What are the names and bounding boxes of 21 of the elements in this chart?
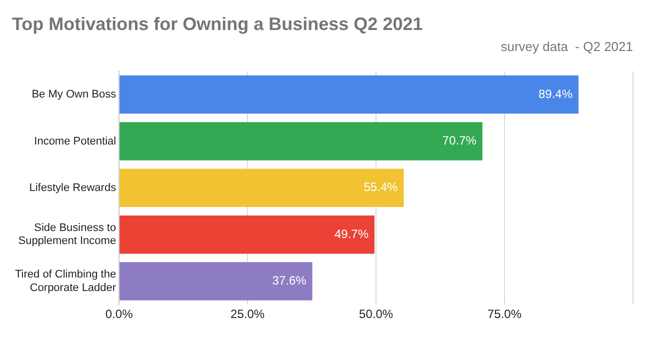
x-tick-label: 25.0% (230, 307, 265, 322)
data-label: 55.4% (364, 180, 398, 194)
bar (120, 215, 374, 254)
x-tick-label: 75.0% (488, 307, 522, 322)
y-tick-label: Side Business to Supplement Income (18, 222, 116, 248)
data-label: 49.7% (334, 226, 369, 241)
x-tick-label: 50.0% (359, 307, 394, 322)
bar (120, 262, 312, 300)
chart-subtitle: survey data - Q2 2021 (500, 38, 633, 54)
x-tick-label: 0.0% (105, 307, 134, 322)
y-tick-label: Income Potential (34, 135, 116, 148)
bar (120, 75, 579, 114)
bar (120, 168, 404, 208)
y-tick-label: Lifestyle Rewards (29, 182, 117, 194)
y-tick-label: Be My Own Boss (32, 88, 117, 101)
y-tick-label: Tired of Climbing the Corporate Ladder (14, 268, 116, 294)
data-label: 37.6% (272, 274, 307, 288)
data-label: 89.4% (538, 86, 573, 101)
chart-title: Top Motivations for Owning a Business Q2 2021 (12, 14, 423, 34)
bar (120, 122, 482, 160)
data-label: 70.7% (442, 134, 477, 148)
